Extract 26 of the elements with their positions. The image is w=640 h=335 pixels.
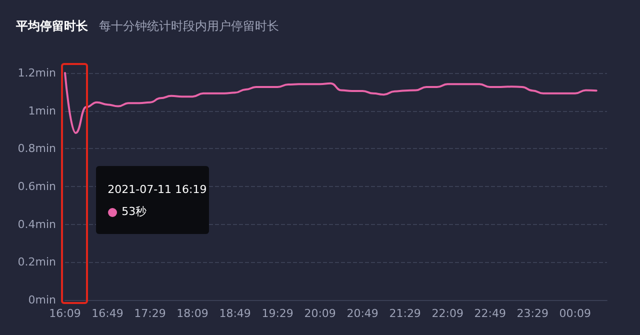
y-tick-label: 0min bbox=[28, 294, 56, 306]
x-tick-label: 20:49 bbox=[346, 307, 378, 320]
annotation: 2021-07-11 16:19 bbox=[108, 182, 208, 198]
x-tick-label: 22:49 bbox=[474, 307, 506, 320]
tooltip-box: 2021-07-11 16:19 53秒 bbox=[96, 166, 209, 234]
y-tick-label: 0.8min bbox=[18, 142, 56, 156]
x-tick-label: 00:09 bbox=[559, 307, 591, 320]
x-tick-label: 17:29 bbox=[134, 307, 166, 320]
y-tick-label: 0.4min bbox=[18, 218, 56, 231]
chart-title: 平均停留时长 bbox=[15, 19, 89, 33]
y-tick-label: 0.2min bbox=[18, 256, 56, 269]
x-tick-label: 19:29 bbox=[262, 307, 294, 320]
y-tick-label: 0.6min bbox=[18, 180, 56, 193]
x-tick-label: 16:09 bbox=[49, 307, 81, 320]
x-tick-label: 18:09 bbox=[176, 307, 208, 320]
y-tick-label: 1min bbox=[28, 104, 56, 118]
x-tick-label: 20:09 bbox=[304, 307, 336, 320]
x-tick-label: 23:29 bbox=[516, 307, 548, 320]
x-tick-label: 16:49 bbox=[92, 307, 124, 320]
annotation: 53秒 bbox=[122, 204, 147, 220]
line-series bbox=[64, 72, 598, 134]
chart-subtitle: 每十分钟统计时段内用户停留时长 bbox=[99, 19, 279, 33]
y-tick-label: 1.2min bbox=[18, 66, 56, 80]
x-tick-label: 18:49 bbox=[219, 307, 251, 320]
x-tick-label: 21:29 bbox=[389, 307, 421, 320]
x-tick-label: 22:09 bbox=[432, 307, 464, 320]
